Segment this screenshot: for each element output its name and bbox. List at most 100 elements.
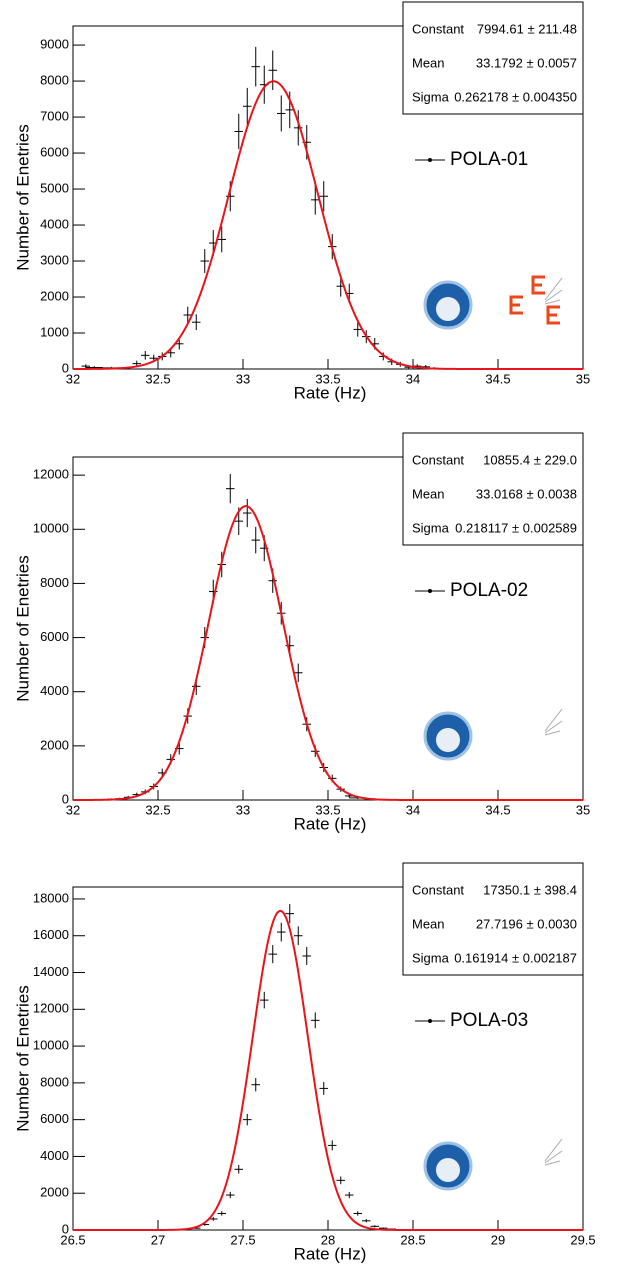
y-tick-label: 4000 bbox=[40, 683, 69, 698]
y-tick-label: 2000 bbox=[40, 737, 69, 752]
x-tick-label: 28.5 bbox=[400, 1232, 425, 1247]
y-tick-label: 16000 bbox=[33, 927, 69, 942]
x-tick-label: 29 bbox=[491, 1232, 505, 1247]
stat-name: Constant bbox=[412, 452, 464, 467]
x-tick-label: 32 bbox=[66, 802, 80, 817]
stats-box bbox=[402, 432, 584, 546]
y-axis-label: Number of Enetries bbox=[13, 985, 32, 1131]
y-tick-label: 0 bbox=[62, 360, 69, 375]
stat-name: Constant bbox=[412, 21, 464, 36]
y-tick-label: 6000 bbox=[40, 1111, 69, 1126]
x-tick-label: 32.5 bbox=[145, 371, 170, 386]
y-tick-label: 6000 bbox=[40, 144, 69, 159]
y-tick-label: 1000 bbox=[40, 324, 69, 339]
logo bbox=[423, 275, 563, 330]
stat-name: Mean bbox=[412, 916, 445, 931]
y-tick-label: 12000 bbox=[33, 1001, 69, 1016]
y-tick-label: 10000 bbox=[33, 1038, 69, 1053]
logo-e-shape bbox=[546, 305, 560, 325]
y-tick-label: 7000 bbox=[40, 108, 69, 123]
fit-curve bbox=[73, 909, 583, 1231]
data-series bbox=[192, 904, 396, 1230]
y-tick-label: 8000 bbox=[40, 575, 69, 590]
x-tick-label: 32.5 bbox=[145, 802, 170, 817]
x-tick-label: 32 bbox=[66, 371, 80, 386]
stats-box bbox=[402, 1, 584, 115]
y-tick-label: 2000 bbox=[40, 288, 69, 303]
x-tick-label: 34 bbox=[406, 802, 420, 817]
y-tick-label: 8000 bbox=[40, 1074, 69, 1089]
x-tick-label: 33 bbox=[236, 802, 250, 817]
fit-curve bbox=[73, 505, 583, 801]
x-tick-label: 34.5 bbox=[485, 371, 510, 386]
stat-value: 10855.4 ± 229.0 bbox=[483, 452, 577, 467]
x-tick-label: 28 bbox=[321, 1232, 335, 1247]
stat-value: 27.7196 ± 0.0030 bbox=[476, 916, 577, 931]
x-tick-label: 29.5 bbox=[570, 1232, 595, 1247]
x-tick-label: 33.5 bbox=[315, 371, 340, 386]
x-axis-label: Rate (Hz) bbox=[294, 383, 367, 402]
stat-value: 0.218117 ± 0.002589 bbox=[455, 520, 577, 535]
legend-marker bbox=[428, 1019, 432, 1023]
x-tick-label: 35 bbox=[576, 802, 590, 817]
y-tick-label: 0 bbox=[62, 1221, 69, 1236]
logo-e bbox=[509, 275, 560, 325]
logo bbox=[423, 275, 563, 1191]
legend-marker bbox=[428, 589, 432, 593]
x-axis-label: Rate (Hz) bbox=[294, 1244, 367, 1263]
x-tick-label: 27 bbox=[151, 1232, 165, 1247]
x-tick-label: 26.5 bbox=[60, 1232, 85, 1247]
y-tick-label: 4000 bbox=[40, 1148, 69, 1163]
logo-rays bbox=[544, 1138, 563, 1166]
y-tick-label: 12000 bbox=[33, 467, 69, 482]
stat-value: 17350.1 ± 398.4 bbox=[483, 882, 577, 897]
stat-value: 7994.61 ± 211.48 bbox=[477, 21, 577, 36]
logo-e-shape bbox=[531, 275, 545, 295]
logo-e-shape bbox=[509, 295, 523, 315]
y-tick-label: 8000 bbox=[40, 73, 69, 88]
logo-rays bbox=[544, 277, 563, 305]
fit-curve bbox=[73, 80, 583, 370]
data-series bbox=[107, 474, 388, 800]
y-tick-label: 2000 bbox=[40, 1185, 69, 1200]
legend-text: POLA-01 bbox=[450, 149, 528, 170]
y-axis-label: Number of Enetries bbox=[13, 555, 32, 701]
logo-rays bbox=[544, 708, 563, 736]
stat-value: 33.0168 ± 0.0038 bbox=[476, 486, 577, 501]
stat-name: Mean bbox=[412, 486, 445, 501]
stat-name: Constant bbox=[412, 882, 464, 897]
x-tick-label: 35 bbox=[576, 371, 590, 386]
y-tick-label: 14000 bbox=[33, 964, 69, 979]
x-axis-label: Rate (Hz) bbox=[294, 814, 367, 833]
y-tick-label: 4000 bbox=[40, 216, 69, 231]
legend-text: POLA-03 bbox=[450, 1010, 528, 1031]
stat-name: Sigma bbox=[412, 950, 450, 965]
y-tick-label: 0 bbox=[62, 791, 69, 806]
stat-value: 33.1792 ± 0.0057 bbox=[476, 55, 577, 70]
logo-inner bbox=[436, 728, 460, 752]
x-tick-label: 33.5 bbox=[315, 802, 340, 817]
y-axis-label: Number of Enetries bbox=[13, 124, 32, 270]
logo-inner bbox=[436, 297, 460, 321]
y-tick-label: 10000 bbox=[33, 521, 69, 536]
stat-name: Mean bbox=[412, 55, 445, 70]
legend-marker bbox=[428, 158, 432, 162]
x-tick-label: 34.5 bbox=[485, 802, 510, 817]
y-tick-label: 5000 bbox=[40, 180, 69, 195]
stat-value: 0.262178 ± 0.004350 bbox=[454, 89, 577, 104]
x-tick-label: 27.5 bbox=[230, 1232, 255, 1247]
y-tick-label: 3000 bbox=[40, 252, 69, 267]
stat-value: 0.161914 ± 0.002187 bbox=[454, 950, 577, 965]
stat-name: Sigma bbox=[412, 89, 450, 104]
x-tick-label: 33 bbox=[236, 371, 250, 386]
stat-name: Sigma bbox=[412, 520, 450, 535]
x-tick-label: 34 bbox=[406, 371, 420, 386]
y-tick-label: 18000 bbox=[33, 890, 69, 905]
y-tick-label: 6000 bbox=[40, 629, 69, 644]
legend-text: POLA-02 bbox=[450, 580, 528, 601]
logo-inner bbox=[436, 1158, 460, 1182]
stats-box bbox=[402, 862, 584, 976]
y-tick-label: 9000 bbox=[40, 37, 69, 52]
